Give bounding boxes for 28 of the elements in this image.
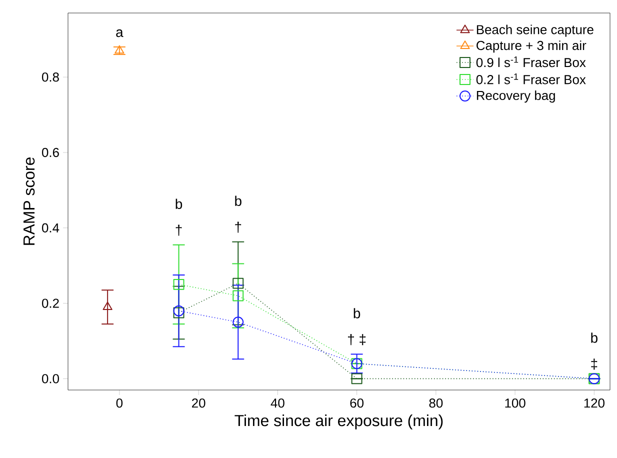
y-tick-label: 0.0 (42, 374, 59, 384)
annotation: ‡ (591, 358, 598, 370)
y-tick-label: 0.6 (42, 148, 59, 158)
annotation: a (116, 29, 124, 38)
annotation: b (176, 198, 182, 209)
legend-label: Capture + 3 min air (476, 40, 586, 53)
x-tick-label: 120 (584, 398, 604, 408)
y-axis-title: RAMP score (24, 157, 35, 245)
x-tick-label: 80 (429, 398, 443, 408)
x-tick-label: 20 (192, 398, 206, 408)
x-tick-label: 60 (350, 398, 364, 408)
annotation: † ‡ (348, 334, 366, 346)
annotation: † (235, 222, 242, 233)
legend-label: 0.2 l s$^{-1}$ Fraser Box (476, 73, 586, 84)
x-tick-label: 100 (505, 398, 526, 408)
y-tick-label: 0.8 (42, 72, 59, 82)
legend-label: 0.9 l s$^{-1}$ Fraser Box (476, 56, 586, 68)
annotation: † (176, 224, 182, 236)
legend-label: Recovery bag (476, 90, 555, 103)
annotation: b (235, 196, 242, 206)
legend-label: Beach seine capture (476, 24, 594, 37)
y-tick-label: 0.2 (42, 298, 59, 308)
x-tick-label: 40 (270, 398, 284, 408)
y-tick-label: 0.4 (42, 223, 60, 232)
x-axis-title: Time since air exposure (min) (234, 414, 443, 430)
annotation: b (354, 308, 360, 318)
x-tick-label: 0 (116, 398, 123, 408)
annotation: b (591, 332, 598, 343)
